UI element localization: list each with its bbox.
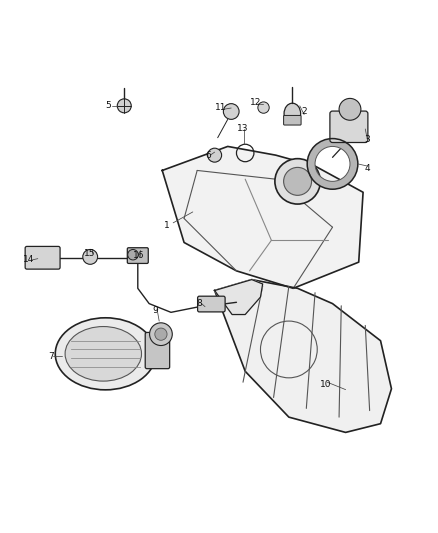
Ellipse shape (55, 318, 155, 390)
Text: 10: 10 (320, 380, 332, 389)
Circle shape (117, 99, 131, 113)
Text: 3: 3 (364, 135, 370, 144)
FancyBboxPatch shape (284, 116, 301, 125)
Text: 15: 15 (85, 249, 96, 258)
FancyBboxPatch shape (25, 246, 60, 269)
Polygon shape (215, 280, 263, 314)
Circle shape (155, 328, 167, 340)
FancyBboxPatch shape (198, 296, 225, 312)
FancyBboxPatch shape (145, 333, 170, 369)
Text: 12: 12 (251, 98, 262, 107)
Circle shape (208, 148, 222, 162)
Circle shape (284, 167, 311, 195)
Text: 16: 16 (132, 251, 144, 260)
Circle shape (339, 99, 361, 120)
Text: 1: 1 (164, 221, 170, 230)
Wedge shape (307, 139, 358, 189)
Text: 14: 14 (23, 255, 35, 264)
FancyBboxPatch shape (330, 111, 368, 142)
FancyBboxPatch shape (127, 248, 148, 263)
Text: 9: 9 (153, 305, 159, 314)
Circle shape (150, 323, 172, 345)
Text: 7: 7 (48, 351, 54, 360)
Circle shape (83, 249, 98, 264)
Circle shape (258, 102, 269, 113)
Text: 2: 2 (301, 107, 307, 116)
Text: 11: 11 (215, 103, 227, 111)
Circle shape (275, 159, 320, 204)
Ellipse shape (65, 327, 141, 381)
Circle shape (128, 249, 138, 260)
Text: 8: 8 (197, 299, 202, 308)
Circle shape (223, 103, 239, 119)
Text: 5: 5 (105, 101, 110, 110)
Text: 6: 6 (205, 151, 211, 160)
Polygon shape (215, 280, 392, 432)
Text: 13: 13 (237, 125, 249, 133)
Ellipse shape (284, 103, 300, 124)
Text: 4: 4 (365, 164, 370, 173)
Polygon shape (162, 147, 363, 288)
